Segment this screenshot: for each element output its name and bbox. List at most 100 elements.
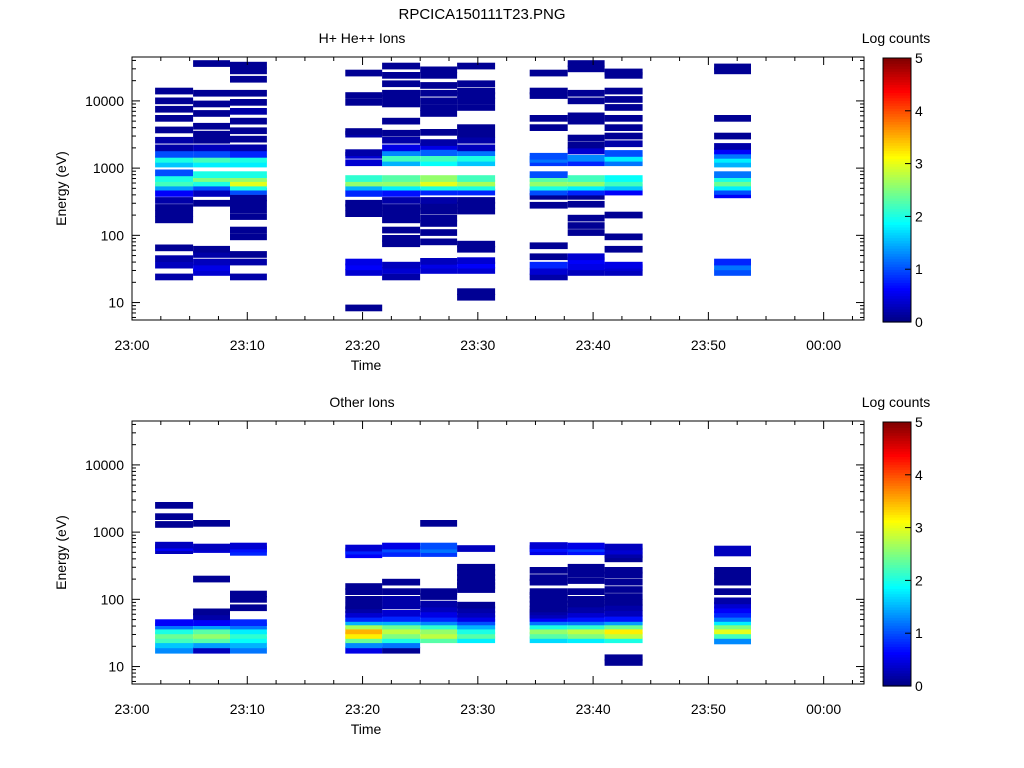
- y-tick-label: 10000: [85, 457, 124, 473]
- heatmap-cell: [567, 636, 605, 644]
- heatmap-cell: [230, 627, 267, 635]
- heatmap-cell: [457, 257, 496, 264]
- heatmap-cell: [604, 604, 643, 612]
- heatmap-cell: [529, 115, 568, 122]
- heatmap-cell: [457, 197, 496, 204]
- colorbar-segment: [883, 295, 911, 299]
- heatmap-cell: [382, 550, 421, 557]
- heatmap-cell: [155, 619, 194, 626]
- heatmap-cell: [567, 193, 605, 200]
- heatmap-cell: [714, 637, 751, 645]
- colorbar-segment: [883, 620, 911, 624]
- colorbar-segment: [883, 646, 911, 650]
- colorbar-segment: [883, 633, 911, 637]
- heatmap-cell: [155, 136, 194, 144]
- heatmap-cell: [457, 207, 496, 215]
- colorbar-segment: [883, 187, 911, 191]
- heatmap-cell: [155, 126, 194, 134]
- colorbar-segment: [883, 427, 911, 431]
- colorbar-segment: [883, 493, 911, 497]
- heatmap-cell: [457, 144, 496, 152]
- colorbar-segment: [883, 609, 911, 613]
- heatmap-cell: [382, 154, 421, 162]
- heatmap-cell: [420, 605, 458, 613]
- colorbar-segment: [883, 604, 911, 608]
- heatmap-cell: [457, 240, 496, 248]
- heatmap-cell: [230, 226, 267, 234]
- heatmap-cell: [345, 596, 383, 603]
- heatmap-cell: [604, 233, 643, 241]
- colorbar-segment: [883, 221, 911, 225]
- colorbar-segment: [883, 311, 911, 315]
- heatmap-cell: [345, 258, 383, 266]
- heatmap-cell: [155, 627, 194, 635]
- colorbar-segment: [883, 174, 911, 178]
- heatmap-cell: [567, 622, 605, 630]
- heatmap-cell: [604, 622, 643, 630]
- heatmap-cell: [714, 567, 751, 574]
- colorbar-segment: [883, 277, 911, 281]
- heatmap-cell: [382, 129, 421, 137]
- x-tick-label: 23:20: [345, 337, 380, 353]
- heatmap-cell: [193, 627, 230, 635]
- heatmap-cell: [714, 160, 751, 168]
- heatmap-cell: [382, 175, 421, 182]
- colorbar-segment: [883, 195, 911, 199]
- colorbar-segment: [883, 84, 911, 88]
- colorbar-segment: [883, 538, 911, 542]
- heatmap-cell: [604, 551, 643, 559]
- colorbar-segment: [883, 540, 911, 545]
- colorbar-segment: [883, 274, 911, 278]
- colorbar-segment: [883, 612, 911, 616]
- heatmap-cell: [604, 140, 643, 148]
- colorbar-segment: [883, 73, 911, 78]
- x-tick-label: 23:40: [576, 337, 611, 353]
- heatmap-cell: [155, 636, 194, 644]
- heatmap-cell: [382, 618, 421, 626]
- heatmap-cell: [604, 586, 643, 593]
- heatmap-cell: [230, 622, 267, 630]
- heatmap-cell: [193, 183, 230, 191]
- colorbar-segment: [883, 480, 911, 484]
- heatmap-cell: [345, 602, 383, 610]
- colorbar-segment: [883, 316, 911, 320]
- heatmap-cell: [457, 188, 496, 196]
- colorbar-segment: [883, 234, 911, 239]
- colorbar-segment: [883, 680, 911, 684]
- colorbar-segment: [883, 108, 911, 112]
- colorbar-segment: [883, 532, 911, 537]
- heatmap-cell: [457, 574, 496, 581]
- colorbar-segment: [883, 585, 911, 589]
- y-tick-label: 10: [108, 295, 124, 311]
- heatmap-cell: [529, 69, 568, 77]
- heatmap-cell: [155, 169, 194, 177]
- colorbar-segment: [883, 216, 911, 220]
- heatmap-cell: [714, 610, 751, 618]
- heatmap-cell: [529, 152, 568, 160]
- heatmap-cell: [230, 213, 267, 220]
- heatmap-cell: [382, 627, 421, 635]
- heatmap-cell: [345, 632, 383, 639]
- heatmap-cell: [714, 588, 751, 595]
- panel-title: H+ He++ Ions: [319, 30, 406, 46]
- heatmap-cell: [155, 156, 194, 163]
- colorbar-segment: [883, 253, 911, 257]
- colorbar-segment: [883, 158, 911, 162]
- heatmap-cell: [193, 613, 230, 621]
- heatmap-cell: [155, 513, 194, 520]
- heatmap-cell: [193, 110, 230, 117]
- heatmap-cell: [529, 567, 568, 574]
- heatmap-cell: [420, 129, 458, 136]
- heatmap-cell: [457, 636, 496, 644]
- colorbar-segment: [883, 240, 911, 244]
- heatmap-cell: [382, 179, 421, 187]
- heatmap-cell: [382, 62, 421, 70]
- heatmap-cell: [193, 641, 230, 649]
- colorbar-segment: [883, 155, 911, 159]
- colorbar-segment: [883, 569, 911, 574]
- heatmap-cell: [529, 261, 568, 269]
- heatmap-cell: [155, 216, 194, 224]
- heatmap-cell: [457, 578, 496, 586]
- heatmap-cell: [345, 128, 383, 135]
- colorbar-label: Log counts: [862, 30, 931, 46]
